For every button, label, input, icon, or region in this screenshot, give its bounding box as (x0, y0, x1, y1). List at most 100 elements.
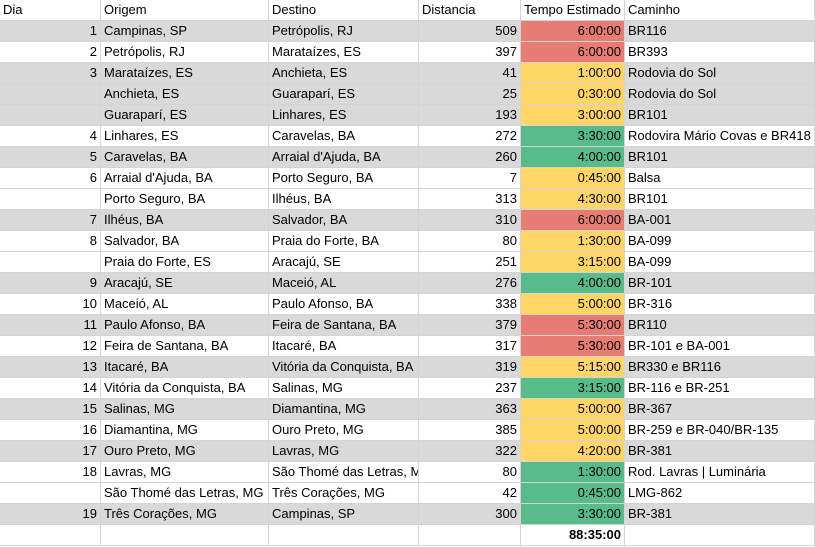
origin-cell: Arraial d'Ajuda, BA (101, 168, 269, 189)
time-cell: 4:20:00 (521, 441, 625, 462)
time-cell: 0:45:00 (521, 483, 625, 504)
day-cell: 11 (0, 315, 101, 336)
route-cell: BR-259 e BR-040/BR-135 (625, 420, 815, 441)
distance-cell: 7 (419, 168, 521, 189)
destination-cell: Guaraparí, ES (269, 84, 419, 105)
day-cell: 1 (0, 21, 101, 42)
day-cell: 8 (0, 231, 101, 252)
time-cell: 3:15:00 (521, 252, 625, 273)
header-cell: Caminho (625, 0, 815, 21)
destination-cell: Aracajú, SE (269, 252, 419, 273)
origin-cell: Itacaré, BA (101, 357, 269, 378)
route-cell: Rodovia do Sol (625, 63, 815, 84)
distance-cell: 319 (419, 357, 521, 378)
time-cell: 4:00:00 (521, 147, 625, 168)
destination-cell: Praia do Forte, BA (269, 231, 419, 252)
time-cell: 1:00:00 (521, 63, 625, 84)
empty-cell (269, 525, 419, 546)
route-cell: Balsa (625, 168, 815, 189)
destination-cell: Porto Seguro, BA (269, 168, 419, 189)
destination-cell: Itacaré, BA (269, 336, 419, 357)
destination-cell: Vitória da Conquista, BA (269, 357, 419, 378)
route-cell: BR-316 (625, 294, 815, 315)
destination-cell: Paulo Afonso, BA (269, 294, 419, 315)
route-cell: Rod. Lavras | Luminária (625, 462, 815, 483)
distance-cell: 193 (419, 105, 521, 126)
destination-cell: São Thomé das Letras, MG (269, 462, 419, 483)
route-cell: BR110 (625, 315, 815, 336)
distance-cell: 251 (419, 252, 521, 273)
day-cell: 13 (0, 357, 101, 378)
empty-cell (0, 525, 101, 546)
day-cell: 16 (0, 420, 101, 441)
route-cell: Rodovira Mário Covas e BR418 (625, 126, 815, 147)
origin-cell: Maceió, AL (101, 294, 269, 315)
distance-cell: 317 (419, 336, 521, 357)
origin-cell: Feira de Santana, BA (101, 336, 269, 357)
day-cell (0, 252, 101, 273)
empty-cell (419, 525, 521, 546)
distance-cell: 260 (419, 147, 521, 168)
origin-cell: Linhares, ES (101, 126, 269, 147)
destination-cell: Diamantina, MG (269, 399, 419, 420)
time-cell: 5:15:00 (521, 357, 625, 378)
distance-cell: 322 (419, 441, 521, 462)
origin-cell: Praia do Forte, ES (101, 252, 269, 273)
origin-cell: Marataízes, ES (101, 63, 269, 84)
origin-cell: Guaraparí, ES (101, 105, 269, 126)
route-cell: BA-001 (625, 210, 815, 231)
destination-cell: Lavras, MG (269, 441, 419, 462)
destination-cell: Ilhéus, BA (269, 189, 419, 210)
day-cell: 3 (0, 63, 101, 84)
day-cell: 6 (0, 168, 101, 189)
origin-cell: Três Corações, MG (101, 504, 269, 525)
destination-cell: Campinas, SP (269, 504, 419, 525)
time-cell: 3:30:00 (521, 504, 625, 525)
time-cell: 0:45:00 (521, 168, 625, 189)
origin-cell: Porto Seguro, BA (101, 189, 269, 210)
time-cell: 6:00:00 (521, 21, 625, 42)
origin-cell: Diamantina, MG (101, 420, 269, 441)
distance-cell: 509 (419, 21, 521, 42)
origin-cell: Campinas, SP (101, 21, 269, 42)
route-cell: BR-101 e BA-001 (625, 336, 815, 357)
origin-cell: Ilhéus, BA (101, 210, 269, 231)
origin-cell: Anchieta, ES (101, 84, 269, 105)
destination-cell: Feira de Santana, BA (269, 315, 419, 336)
time-cell: 1:30:00 (521, 462, 625, 483)
time-cell: 3:15:00 (521, 378, 625, 399)
header-cell: Dia (0, 0, 101, 21)
destination-cell: Caravelas, BA (269, 126, 419, 147)
header-cell: Tempo Estimado (521, 0, 625, 21)
destination-cell: Salvador, BA (269, 210, 419, 231)
distance-cell: 379 (419, 315, 521, 336)
time-cell: 4:00:00 (521, 273, 625, 294)
origin-cell: Ouro Preto, MG (101, 441, 269, 462)
route-cell: BR-381 (625, 441, 815, 462)
route-cell: BR393 (625, 42, 815, 63)
time-cell: 6:00:00 (521, 210, 625, 231)
destination-cell: Ouro Preto, MG (269, 420, 419, 441)
day-cell: 5 (0, 147, 101, 168)
distance-cell: 397 (419, 42, 521, 63)
time-cell: 1:30:00 (521, 231, 625, 252)
origin-cell: Vitória da Conquista, BA (101, 378, 269, 399)
day-cell: 18 (0, 462, 101, 483)
distance-cell: 80 (419, 462, 521, 483)
empty-cell (625, 525, 815, 546)
route-cell: BR-101 (625, 273, 815, 294)
distance-cell: 338 (419, 294, 521, 315)
destination-cell: Petrópolis, RJ (269, 21, 419, 42)
destination-cell: Arraial d'Ajuda, BA (269, 147, 419, 168)
day-cell: 12 (0, 336, 101, 357)
distance-cell: 272 (419, 126, 521, 147)
destination-cell: Marataízes, ES (269, 42, 419, 63)
day-cell: 4 (0, 126, 101, 147)
origin-cell: Salinas, MG (101, 399, 269, 420)
header-cell: Distancia (419, 0, 521, 21)
origin-cell: Petrópolis, RJ (101, 42, 269, 63)
destination-cell: Salinas, MG (269, 378, 419, 399)
time-cell: 5:00:00 (521, 420, 625, 441)
route-cell: BR116 (625, 21, 815, 42)
